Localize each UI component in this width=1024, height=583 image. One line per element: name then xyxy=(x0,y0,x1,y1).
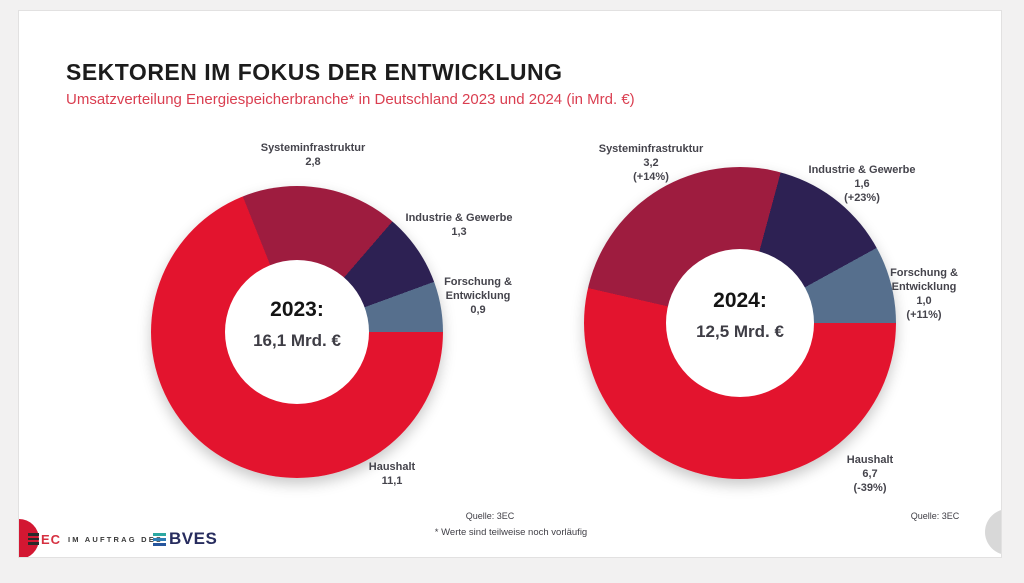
label-2024-industrie-gewerbe: Industrie & Gewerbe 1,6 (+23%) xyxy=(808,164,916,204)
label-2023-haushalt: Haushalt 11,1 xyxy=(368,461,416,487)
3ec-bars-icon xyxy=(28,533,39,545)
donut-hole-2023: 2023: 16,1 Mrd. € xyxy=(225,260,369,404)
label-2024-forschung-entwicklung: Forschung & Entwicklung 1,0 (+11%) xyxy=(890,267,958,321)
chart-2023-center-total: 16,1 Mrd. € xyxy=(253,330,341,350)
commission-text: IM AUFTRAG DES xyxy=(68,535,164,544)
label-2023-systeminfrastruktur: Systeminfrastruktur 2,8 xyxy=(260,142,366,168)
bves-logo: BVES xyxy=(153,529,217,549)
donut-chart-2024: 2024: 12,5 Mrd. € xyxy=(584,167,896,479)
page-subtitle: Umsatzverteilung Energiespeicherbranche*… xyxy=(66,91,635,108)
donut-chart-2023: 2023: 16,1 Mrd. € xyxy=(151,186,443,478)
source-left: Quelle: 3EC xyxy=(465,511,515,521)
page-title: SEKTOREN IM FOKUS DER ENTWICKLUNG xyxy=(66,59,563,85)
chart-2024-center-year: 2024: xyxy=(713,288,767,312)
chart-2024-center-total: 12,5 Mrd. € xyxy=(696,321,784,341)
label-2024-systeminfrastruktur: Systeminfrastruktur 3,2 (+14%) xyxy=(598,143,704,183)
label-2024-haushalt: Haushalt 6,7 (-39%) xyxy=(846,454,894,494)
chart-2023-center-year: 2023: xyxy=(270,297,324,321)
bves-logo-text: BVES xyxy=(169,529,218,548)
donut-hole-2024: 2024: 12,5 Mrd. € xyxy=(666,249,814,397)
label-2023-forschung-entwicklung: Forschung & Entwicklung 0,9 xyxy=(444,276,512,316)
3ec-logo-text: EC xyxy=(41,531,62,547)
label-2023-industrie-gewerbe: Industrie & Gewerbe 1,3 xyxy=(405,212,513,238)
bves-bars-icon xyxy=(153,532,166,546)
3ec-logo: EC xyxy=(28,531,61,547)
slide: SEKTOREN IM FOKUS DER ENTWICKLUNG Umsatz… xyxy=(18,10,1002,558)
footnote: * Werte sind teilweise noch vorläufig xyxy=(434,527,588,538)
source-right: Quelle: 3EC xyxy=(910,511,960,521)
slide-nav-next-button[interactable]: › xyxy=(985,509,1001,555)
